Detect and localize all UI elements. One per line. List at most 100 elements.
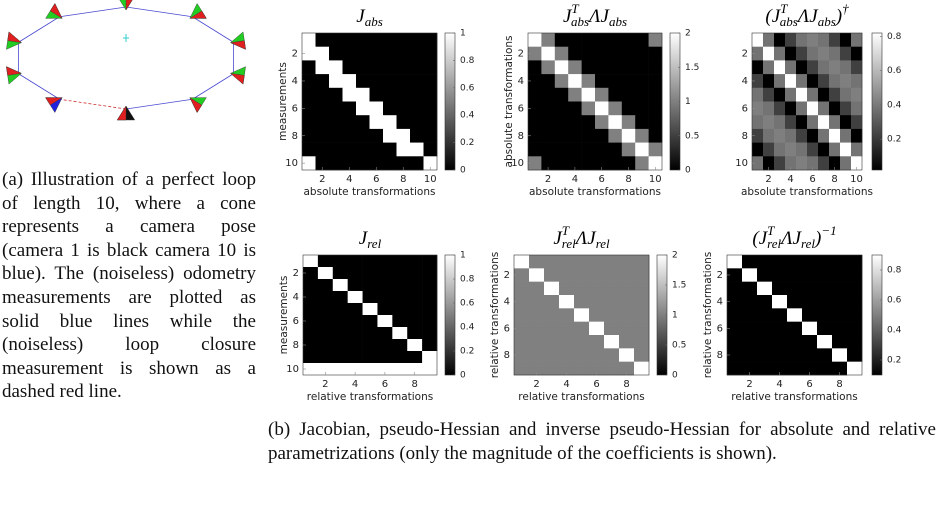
cell [847,295,862,309]
cell [410,156,424,170]
cell [528,115,542,129]
colorbar-tick-label: 0.2 [460,138,474,148]
cell [363,267,378,279]
x-tick-label: 2 [545,174,551,185]
cell [785,143,796,157]
cell [818,74,829,88]
title-part: abs [609,14,627,29]
cell [635,143,649,157]
cell [634,322,649,336]
cell [316,33,330,47]
cell [356,102,370,116]
cell [329,47,343,61]
cell [333,267,348,279]
cell [370,60,384,74]
cell [787,322,802,336]
cell [582,47,596,61]
cell [829,74,840,88]
cell [343,88,357,102]
cell [348,255,363,267]
cell [370,102,384,116]
cell [817,362,832,376]
cell [574,295,589,309]
cell [847,282,862,296]
cell [742,322,757,336]
y-tick-label: 2 [292,49,298,60]
cell [363,291,378,303]
loop-illustration [6,0,245,120]
cell [424,33,438,47]
y-tick-label: 8 [292,131,298,142]
camera-cone-side [8,32,22,43]
cell [807,88,818,102]
cell [343,74,357,88]
cell [796,143,807,157]
cell [742,255,757,269]
cell [397,88,411,102]
y-tick-label: 2 [293,268,299,279]
cell [727,282,742,296]
cell [622,88,636,102]
cell [318,315,333,327]
cell [410,143,424,157]
cell [397,47,411,61]
cell [817,308,832,322]
cell [634,282,649,296]
cell [377,267,392,279]
cell [832,335,847,349]
cell [333,363,348,375]
cell [568,33,582,47]
cell [796,60,807,74]
cell [772,348,787,362]
cell [829,60,840,74]
cell [787,282,802,296]
cell [622,129,636,143]
title-part: † [842,1,849,16]
cell [392,267,407,279]
cell [514,255,529,269]
cell [589,348,604,362]
cell [568,88,582,102]
cell [407,327,422,339]
cell [772,255,787,269]
y-tick-label: 4 [717,297,723,308]
cell [608,156,622,170]
cell [604,295,619,309]
cell [529,282,544,296]
cell [424,60,438,74]
x-tick-label: 10 [424,174,437,185]
cell [303,351,318,363]
cell [619,295,634,309]
cell [774,88,785,102]
cell [649,129,663,143]
cell [422,267,437,279]
colorbar-tick-label: 0 [672,371,678,381]
cell [544,362,559,376]
cell [802,268,817,282]
x-tick-label: 6 [373,174,379,185]
cell [370,143,384,157]
cell [316,74,330,88]
cell [574,322,589,336]
cell [407,351,422,363]
x-tick-label: 8 [836,379,842,390]
cell [541,129,555,143]
cell [847,335,862,349]
cell [422,291,437,303]
x-tick-label: 10 [850,174,863,185]
cell [422,351,437,363]
cell [589,295,604,309]
colorbar-tick-label: 1.5 [685,63,699,73]
cell [807,74,818,88]
colorbar-tick-label: 0 [460,166,466,176]
x-tick-label: 2 [765,174,771,185]
cell [635,129,649,143]
cell [407,303,422,315]
cell [829,129,840,143]
cell [356,156,370,170]
cell [802,255,817,269]
cell [356,143,370,157]
y-tick-label: 2 [717,270,723,281]
cell [574,268,589,282]
cell [397,129,411,143]
